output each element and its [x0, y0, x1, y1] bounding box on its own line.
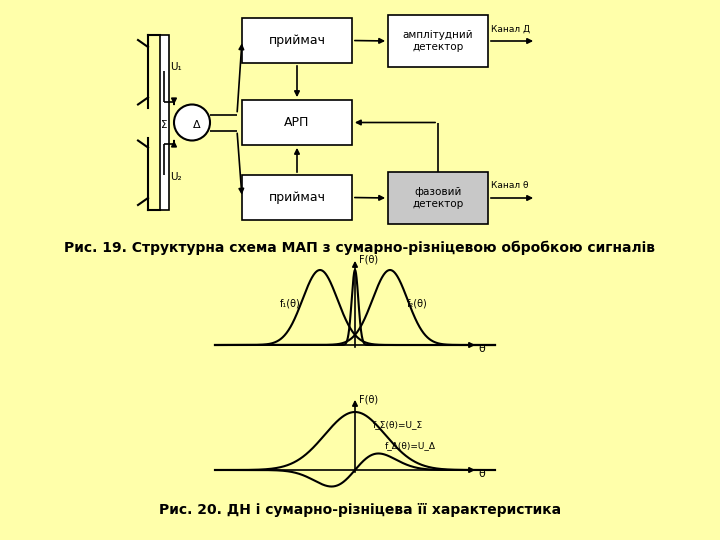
Text: приймач: приймач	[269, 191, 325, 204]
Text: Канал θ: Канал θ	[491, 181, 528, 191]
Text: Рис. 19. Структурна схема МАП з сумарно-різніцевою обробкою сигналів: Рис. 19. Структурна схема МАП з сумарно-…	[65, 241, 655, 255]
Text: Δ: Δ	[193, 119, 201, 130]
Text: f_Σ(θ)=U_Σ: f_Σ(θ)=U_Σ	[373, 420, 423, 429]
Text: Канал Д: Канал Д	[491, 24, 530, 33]
Text: θ: θ	[479, 469, 485, 479]
Text: U₂: U₂	[170, 172, 181, 183]
Bar	[242, 100, 352, 145]
Bar	[160, 35, 169, 210]
Text: АРП: АРП	[284, 116, 310, 129]
Text: детектор: детектор	[413, 199, 464, 209]
Text: детектор: детектор	[413, 42, 464, 52]
Bar	[242, 18, 352, 63]
Text: фазовий: фазовий	[414, 187, 462, 197]
Bar	[388, 15, 488, 67]
Text: f₂(θ): f₂(θ)	[407, 299, 428, 309]
Text: Рис. 20. ДН і сумарно-різніцева її характеристика: Рис. 20. ДН і сумарно-різніцева її харак…	[159, 503, 561, 517]
Text: f₁(θ): f₁(θ)	[279, 299, 300, 309]
Text: F(θ): F(θ)	[359, 255, 378, 265]
Text: F(θ): F(θ)	[359, 395, 378, 405]
Text: θ: θ	[479, 344, 485, 354]
Circle shape	[174, 105, 210, 140]
Text: амплітудний: амплітудний	[402, 30, 473, 40]
Bar	[242, 175, 352, 220]
Text: f_Δ(θ)=U_Δ: f_Δ(θ)=U_Δ	[385, 441, 436, 450]
Text: Σ: Σ	[161, 119, 167, 130]
Text: приймач: приймач	[269, 34, 325, 47]
Text: U₁: U₁	[170, 63, 181, 72]
Bar	[388, 172, 488, 224]
